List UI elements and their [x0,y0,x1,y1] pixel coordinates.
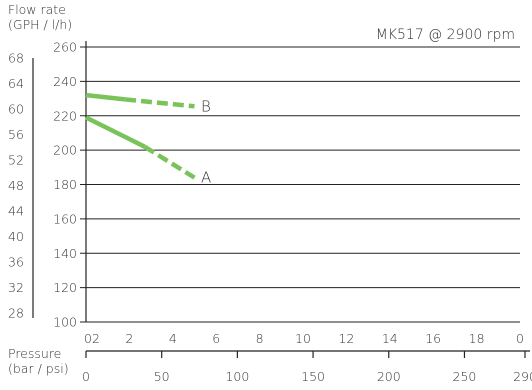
series-line-solid [84,115,146,149]
series-line-dashed [143,144,196,180]
y-secondary-tick-label: 64 [8,76,24,91]
chart-title: MK517 @ 2900 rpm [376,27,515,43]
y-tick-label: 220 [53,108,77,123]
y-secondary-tick-label: 28 [8,306,24,321]
series-line-solid [85,92,126,102]
series-line-dashed [124,97,195,109]
series-B: B [85,92,211,115]
y-secondary-tick-label: 52 [8,153,24,168]
y-tick-label: 180 [53,177,77,192]
y-secondary-tick-label: 36 [8,255,24,270]
y-tick-label: 120 [53,280,77,295]
tick-labels: 1001201401601802002202402602832364044485… [8,40,532,385]
y-tick-label: 140 [53,246,77,261]
x-tick-label: 8 [256,331,264,346]
y-secondary-tick-label: 32 [8,280,24,295]
x-axis-title-line1: Pressure [8,346,61,361]
y-tick-label: 160 [53,211,77,226]
x-tick-label: 12 [338,331,354,346]
series-label: A [201,169,211,187]
y-secondary-tick-label: 56 [8,127,24,142]
x-axis-title-line2: (bar / psi) [8,361,69,376]
y-axis-title-line2: (GPH / l/h) [8,17,72,32]
x-secondary-tick-label: 250 [453,369,477,384]
x-tick-label: 2 [125,331,133,346]
x-secondary-tick-label: 100 [225,369,249,384]
y-axis-title-line1: Flow rate [8,2,66,17]
y-secondary-tick-label: 68 [8,51,24,66]
x-tick-label: 10 [295,331,311,346]
x-tick-label: 18 [469,331,485,346]
x-secondary-tick-label: 50 [154,369,170,384]
x-tick-label: 0 [516,331,524,346]
y-tick-label: 200 [53,143,77,158]
y-secondary-tick-label: 48 [8,178,24,193]
axes [32,41,530,358]
x-secondary-tick-label: 290 [513,369,532,384]
series-A: A [84,115,211,187]
y-secondary-tick-label: 60 [8,102,24,117]
x-tick-label: 16 [425,331,441,346]
y-tick-label: 240 [53,74,77,89]
x-tick-label: 14 [382,331,398,346]
x-tick-label: 4 [169,331,177,346]
x-tick-label: 02 [84,331,100,346]
grid-lines [80,46,520,323]
y-secondary-tick-label: 44 [8,204,24,219]
series-label: B [201,97,211,115]
y-tick-label: 260 [53,40,77,55]
x-tick-label: 6 [212,331,220,346]
y-secondary-tick-label: 40 [8,229,24,244]
x-secondary-tick-label: 0 [82,369,90,384]
y-tick-label: 100 [53,315,77,330]
x-secondary-tick-label: 150 [301,369,325,384]
series-lines: BA [84,92,211,187]
x-secondary-tick-label: 200 [377,369,401,384]
